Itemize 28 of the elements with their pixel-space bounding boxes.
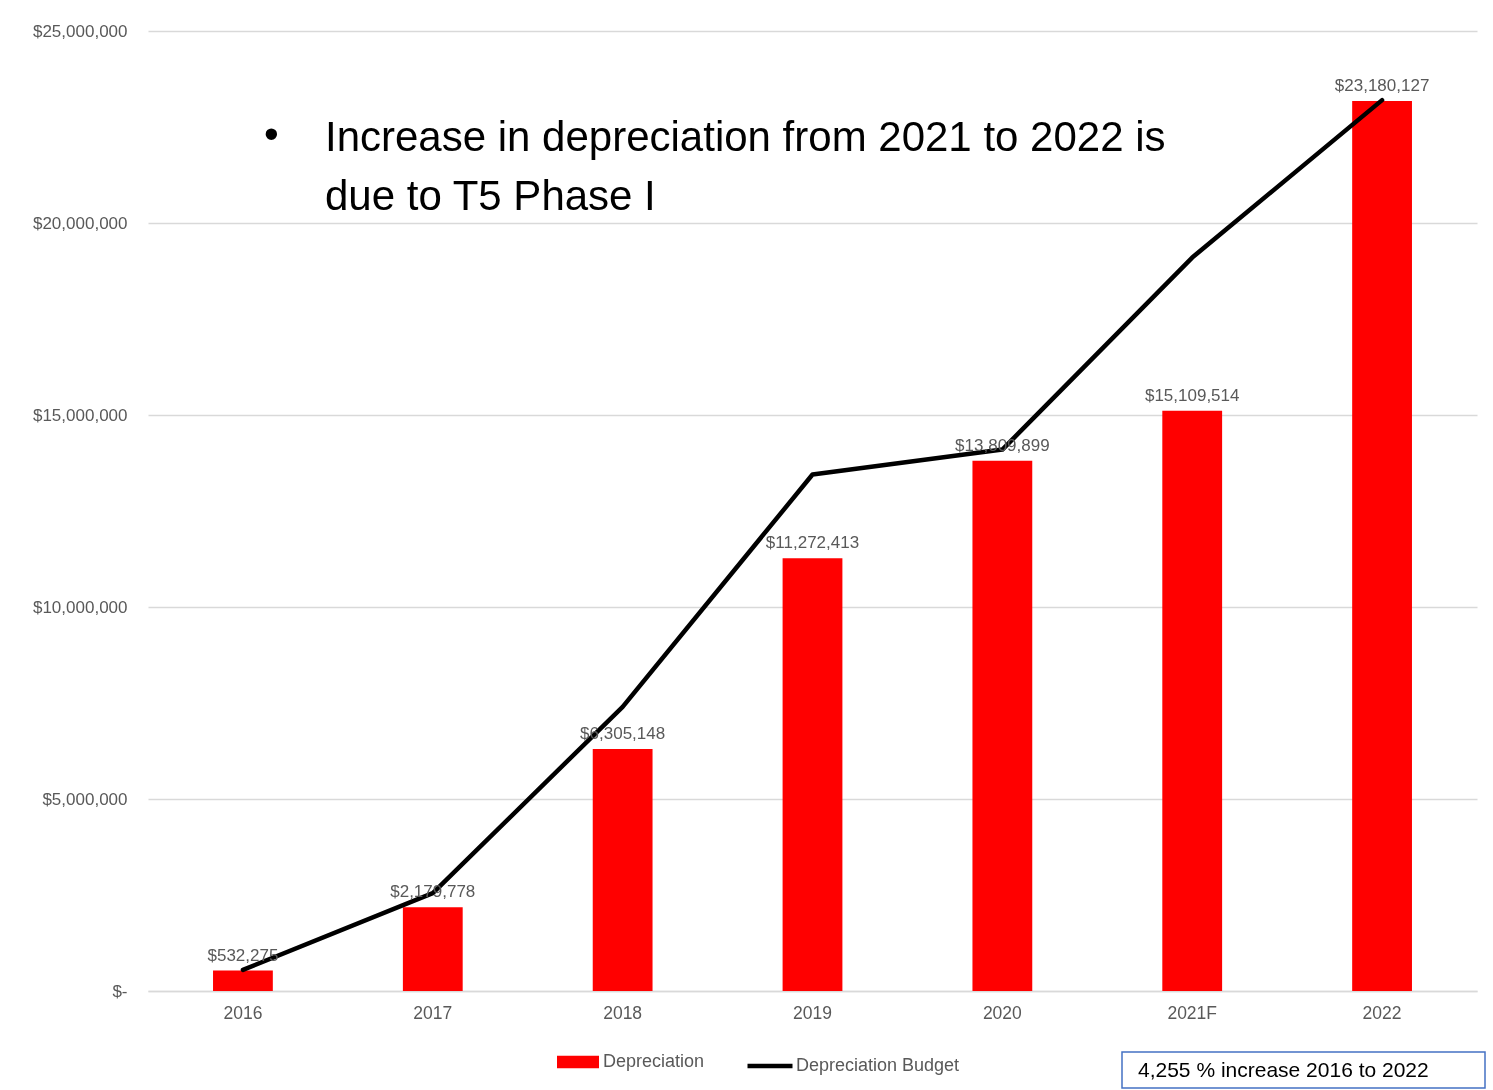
legend-label: Depreciation Budget [796, 1055, 960, 1075]
x-tick-label: 2022 [1362, 1002, 1402, 1023]
x-tick-label: 2019 [793, 1002, 832, 1023]
x-tick-label: 2021F [1167, 1002, 1218, 1023]
x-tick-label: 2020 [982, 1002, 1023, 1023]
bar [782, 558, 843, 991]
bar [972, 460, 1033, 991]
bar [1162, 410, 1223, 991]
text: 4,255 % increase 2016 to 2022 [1138, 1058, 1429, 1081]
x-tick-label: 2016 [223, 1002, 263, 1023]
data-label: $23,180,127 [1334, 75, 1430, 95]
bar [1352, 100, 1412, 991]
data-label: $532,275 [207, 945, 279, 965]
legend-label: Depreciation [603, 1051, 705, 1071]
x-tick-label: 2018 [603, 1002, 643, 1023]
data-label: $11,272,413 [765, 533, 860, 553]
y-tick-label: $15,000,000 [32, 405, 128, 425]
y-tick-label: $- [112, 981, 128, 1001]
annotation: • Increase in depreciation from 2021 to 2022 is due to T5 Phase I [264, 110, 1166, 219]
y-tick-label: $25,000,000 [32, 21, 128, 41]
bar [213, 970, 273, 991]
data-label: $15,109,514 [1144, 385, 1240, 405]
y-tick-label: $5,000,000 [42, 789, 128, 809]
y-tick-label: $10,000,000 [32, 597, 128, 617]
y-tick-label: $20,000,000 [32, 213, 128, 233]
x-tick-label: 2017 [413, 1002, 453, 1023]
bar [592, 748, 653, 991]
bar [402, 907, 463, 991]
